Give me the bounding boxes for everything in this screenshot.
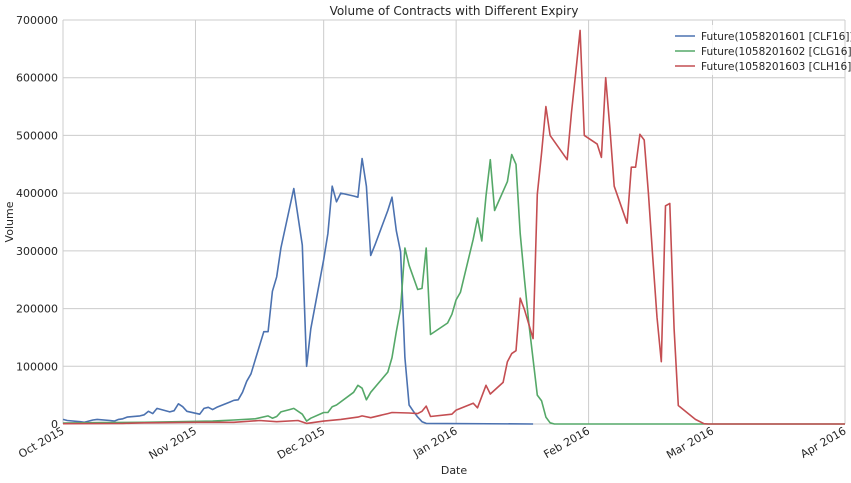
x-tick-label: Feb 2016 (541, 424, 592, 461)
x-tick-label: Jan 2016 (410, 424, 459, 460)
y-tick-label: 0 (51, 418, 58, 431)
x-tick-label: Oct 2015 (16, 424, 66, 461)
legend-label: Future(1058201602 [CLG16]) (701, 46, 851, 58)
y-tick-label: 400000 (16, 187, 58, 200)
legend-box (668, 25, 839, 75)
plot-background (63, 20, 845, 424)
x-tick-label: Apr 2016 (798, 424, 848, 461)
x-tick-label: Mar 2016 (664, 424, 716, 461)
legend-label: Future(1058201603 [CLH16]) (701, 61, 851, 73)
grid (62, 19, 846, 425)
y-tick-label: 500000 (16, 129, 58, 142)
y-tick-label: 200000 (16, 303, 58, 316)
x-tick-label: Dec 2015 (275, 424, 327, 462)
legend: Future(1058201601 [CLF16]) Future(1058201… (668, 25, 851, 75)
y-axis-title: Volume (3, 201, 16, 242)
series-line-3 (62, 29, 845, 425)
y-tick-label: 600000 (16, 72, 58, 85)
series-lines (62, 29, 845, 425)
y-tick-label: 300000 (16, 245, 58, 258)
series-line-2 (62, 153, 845, 425)
x-axis-title: Date (441, 464, 468, 477)
y-tick-label: 100000 (16, 360, 58, 373)
chart-title: Volume of Contracts with Different Expir… (330, 4, 579, 18)
y-tick-label: 700000 (16, 14, 58, 27)
x-tick-label: Nov 2015 (147, 424, 199, 462)
series-line-1 (62, 157, 534, 425)
legend-label: Future(1058201601 [CLF16]) (701, 31, 851, 43)
